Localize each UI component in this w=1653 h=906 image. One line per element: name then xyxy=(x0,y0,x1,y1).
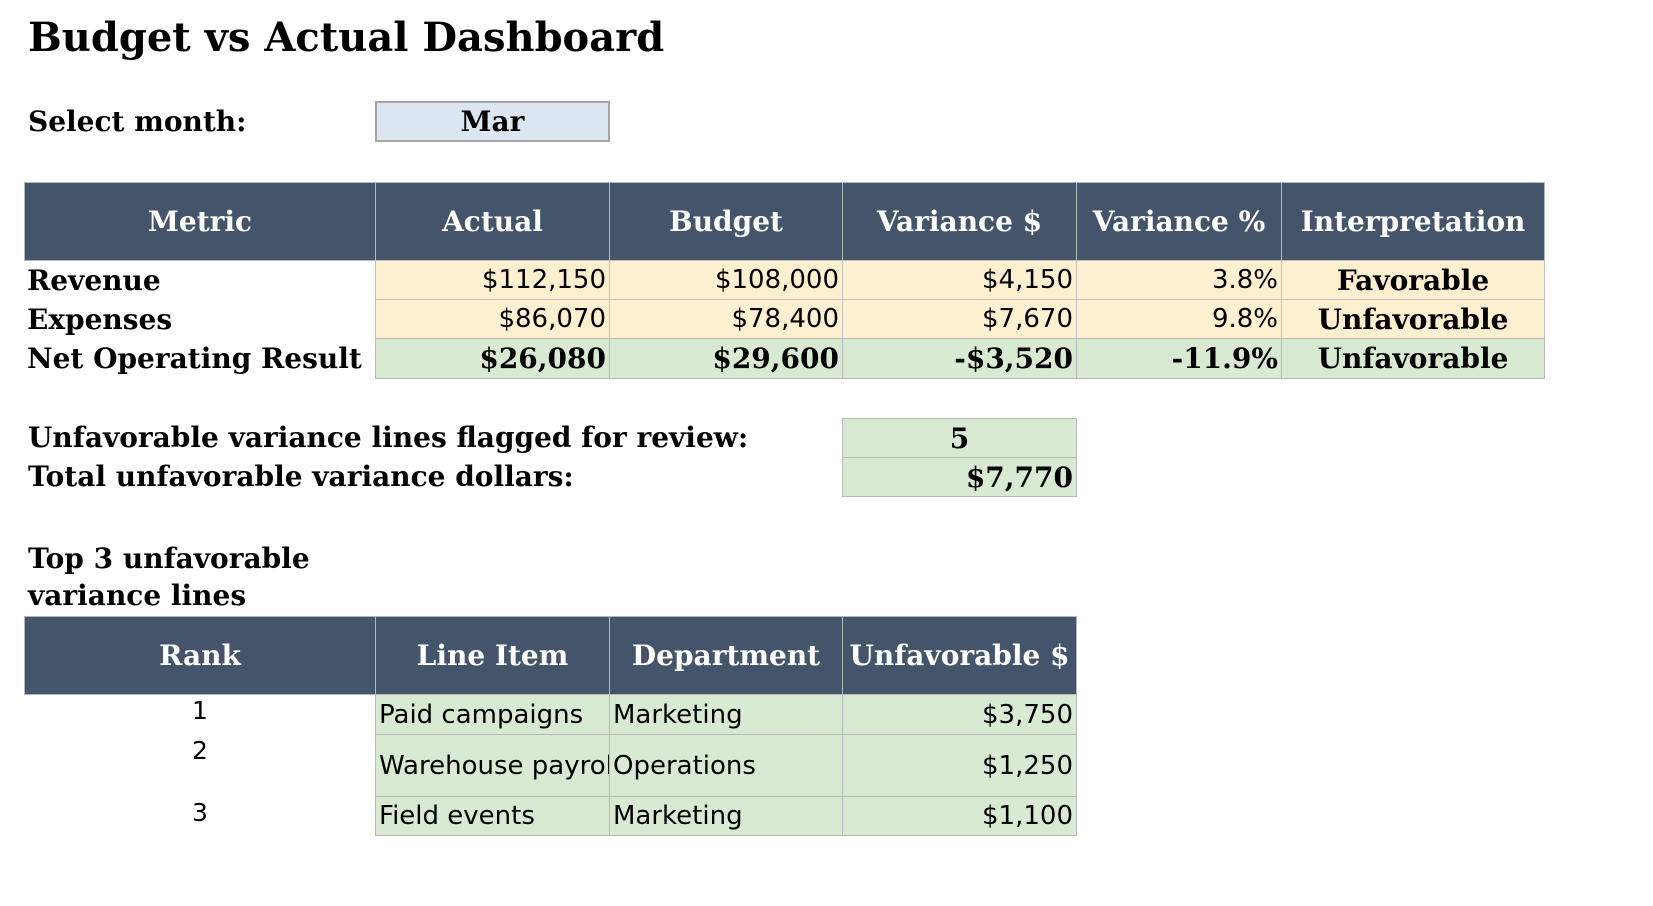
header-budget: Budget xyxy=(609,182,843,261)
header-interpretation: Interpretation xyxy=(1281,182,1545,261)
top3-line-item-3[interactable]: Field events xyxy=(375,796,610,836)
top3-amount-2[interactable]: $1,250 xyxy=(842,734,1077,797)
top3-rank-2: 2 xyxy=(192,736,208,765)
net-interpretation[interactable]: Unfavorable xyxy=(1281,338,1545,379)
row-label-revenue: Revenue xyxy=(27,263,161,297)
total-unfavorable-label: Total unfavorable variance dollars: xyxy=(28,460,574,493)
top3-header-amount: Unfavorable $ xyxy=(842,616,1077,695)
net-variance-pct[interactable]: -11.9% xyxy=(1076,338,1282,379)
top3-department-1[interactable]: Marketing xyxy=(609,694,843,735)
flagged-count-value[interactable]: 5 xyxy=(842,418,1077,458)
net-variance[interactable]: -$3,520 xyxy=(842,338,1077,379)
top3-line-item-2[interactable]: Warehouse payroll xyxy=(375,734,610,797)
expenses-actual[interactable]: $86,070 xyxy=(375,299,610,339)
row-label-expenses: Expenses xyxy=(27,302,173,336)
revenue-variance[interactable]: $4,150 xyxy=(842,260,1077,300)
expenses-variance[interactable]: $7,670 xyxy=(842,299,1077,339)
header-metric: Metric xyxy=(24,182,376,261)
top3-department-3[interactable]: Marketing xyxy=(609,796,843,836)
top3-amount-3[interactable]: $1,100 xyxy=(842,796,1077,836)
select-month-label: Select month: xyxy=(28,105,247,138)
top3-line-item-1[interactable]: Paid campaigns xyxy=(375,694,610,735)
total-unfavorable-value[interactable]: $7,770 xyxy=(842,457,1077,497)
net-actual[interactable]: $26,080 xyxy=(375,338,610,379)
top3-header-line-item: Line Item xyxy=(375,616,610,695)
top3-title-line2: variance lines xyxy=(28,579,247,612)
top3-amount-1[interactable]: $3,750 xyxy=(842,694,1077,735)
top3-header-rank: Rank xyxy=(24,616,376,695)
top3-rank-3: 3 xyxy=(192,798,208,827)
row-label-net: Net Operating Result xyxy=(27,342,362,375)
revenue-variance-pct[interactable]: 3.8% xyxy=(1076,260,1282,300)
revenue-budget[interactable]: $108,000 xyxy=(609,260,843,300)
top3-header-department: Department xyxy=(609,616,843,695)
top3-title-line1: Top 3 unfavorable xyxy=(28,542,310,575)
header-actual: Actual xyxy=(375,182,610,261)
expenses-variance-pct[interactable]: 9.8% xyxy=(1076,299,1282,339)
expenses-budget[interactable]: $78,400 xyxy=(609,299,843,339)
page-title: Budget vs Actual Dashboard xyxy=(28,14,665,61)
top3-title: Top 3 unfavorable variance lines xyxy=(28,540,310,614)
header-variance-pct: Variance % xyxy=(1076,182,1282,261)
top3-rank-1: 1 xyxy=(192,696,208,725)
header-variance-dollars: Variance $ xyxy=(842,182,1077,261)
flagged-count-label: Unfavorable variance lines flagged for r… xyxy=(28,421,749,454)
revenue-interpretation[interactable]: Favorable xyxy=(1281,260,1545,300)
expenses-interpretation[interactable]: Unfavorable xyxy=(1281,299,1545,339)
top3-department-2[interactable]: Operations xyxy=(609,734,843,797)
month-select[interactable]: Mar xyxy=(375,101,610,142)
revenue-actual[interactable]: $112,150 xyxy=(375,260,610,300)
net-budget[interactable]: $29,600 xyxy=(609,338,843,379)
